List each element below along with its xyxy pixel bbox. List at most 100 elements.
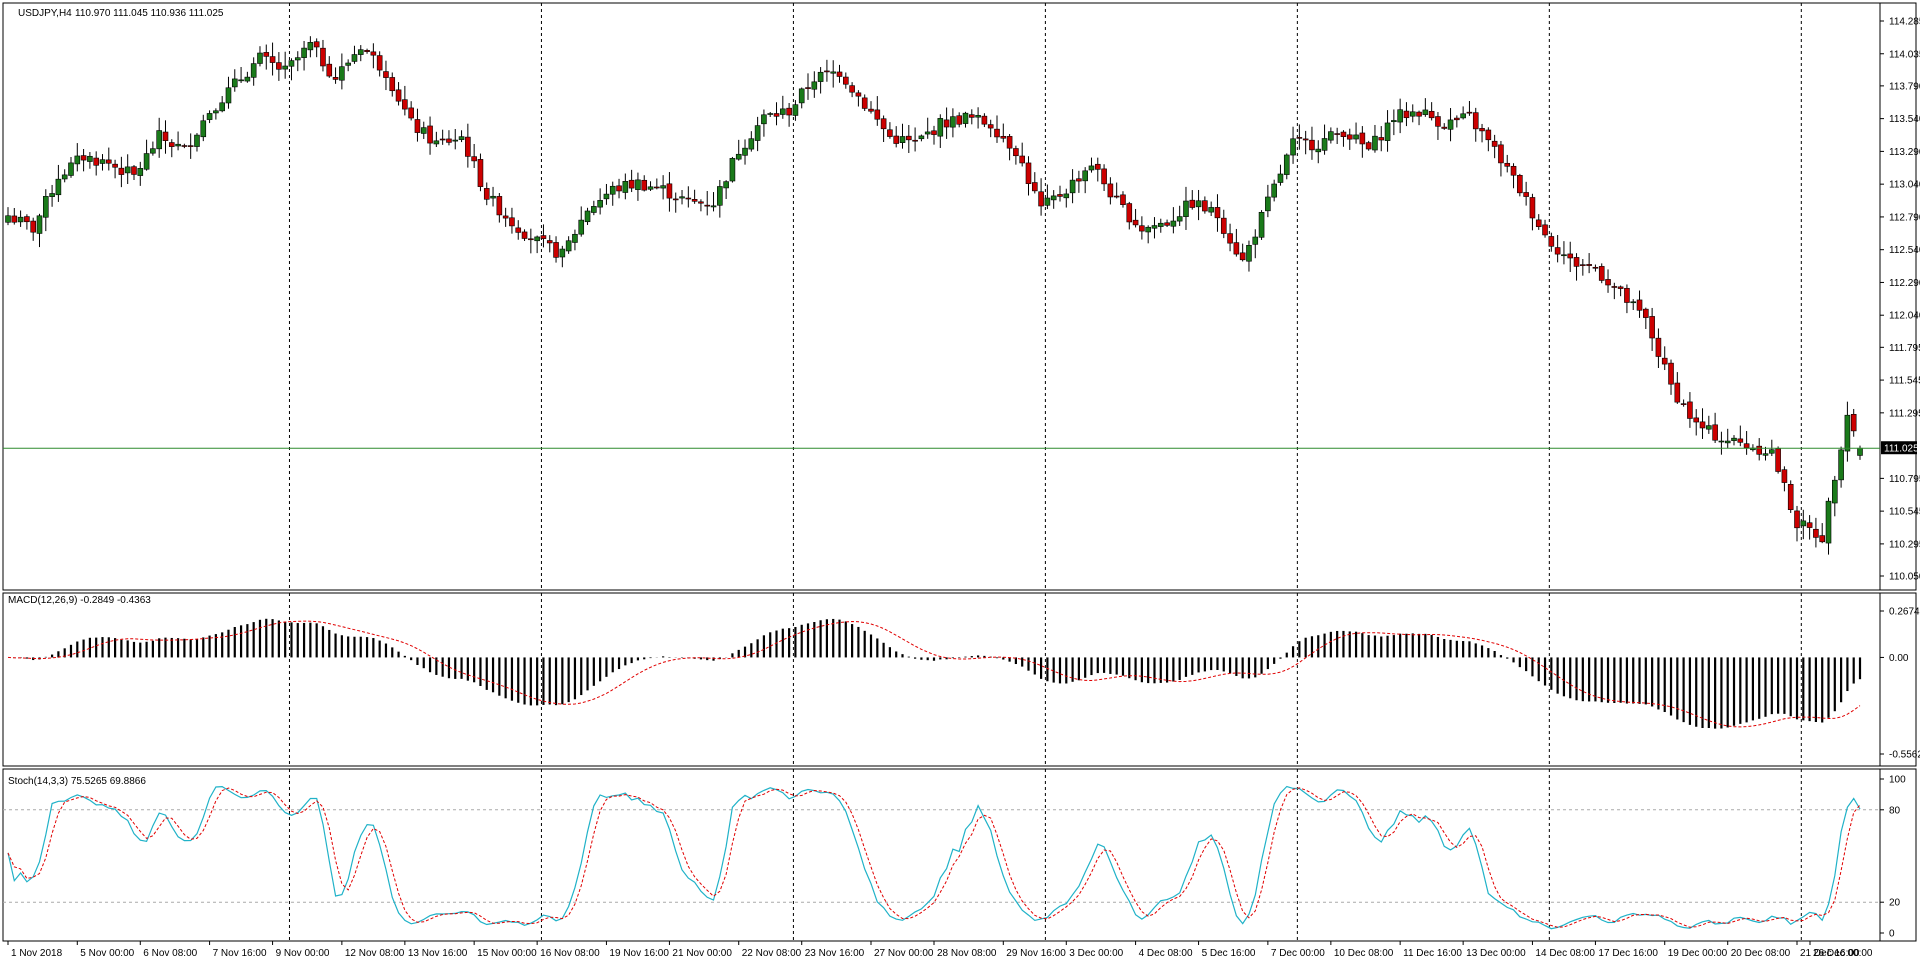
candle-body xyxy=(1277,173,1284,183)
candle-body xyxy=(1724,440,1731,444)
candle-body xyxy=(817,71,824,82)
candle-body xyxy=(1756,445,1763,455)
candle-body xyxy=(446,138,452,143)
stoch-signal-line xyxy=(7,787,1861,928)
candle-body xyxy=(250,63,257,78)
candle-body xyxy=(452,139,459,142)
candle-body xyxy=(924,131,931,135)
candle-body xyxy=(698,201,704,204)
candle-body xyxy=(282,65,288,70)
stoch-tick-label: 0 xyxy=(1889,929,1895,940)
candle-body xyxy=(1252,236,1259,245)
candle-body xyxy=(1397,109,1403,123)
candle-body xyxy=(628,179,635,189)
stoch-tick-label: 80 xyxy=(1889,805,1901,816)
candle-body xyxy=(962,112,969,124)
candle-body xyxy=(238,79,244,82)
time-tick-label: 5 Dec 16:00 xyxy=(1202,948,1256,959)
stoch-tick-label: 100 xyxy=(1889,775,1906,786)
candle-body xyxy=(1718,440,1725,443)
candle-body xyxy=(1617,286,1624,289)
candle-body xyxy=(433,140,440,145)
candle-body xyxy=(376,55,383,71)
candle-body xyxy=(1668,362,1674,385)
pane-border-1 xyxy=(2,2,1917,591)
candle-body xyxy=(1094,163,1101,170)
candle-body xyxy=(1517,175,1523,194)
candle-body xyxy=(1063,193,1070,199)
candle-body xyxy=(408,107,414,119)
candle-body xyxy=(1208,207,1214,213)
candle-body xyxy=(1378,137,1385,141)
candle-body xyxy=(1384,122,1391,141)
candle-body xyxy=(723,181,729,189)
candle-body xyxy=(87,155,93,162)
candle-body xyxy=(200,120,207,138)
candle-body xyxy=(187,145,194,147)
candle-body xyxy=(156,130,162,150)
candle-body xyxy=(1145,226,1151,233)
candle-body xyxy=(874,109,881,120)
candle-body xyxy=(861,97,868,109)
time-tick-label: 26 Dec 00:00 xyxy=(1813,948,1873,959)
price-tick-label: 113.790 xyxy=(1889,81,1920,92)
candle-body xyxy=(74,155,81,165)
candle-body xyxy=(307,42,314,51)
candle-body xyxy=(1107,183,1114,198)
candle-body xyxy=(395,89,402,102)
candle-body xyxy=(49,193,55,197)
candle-body xyxy=(288,60,295,67)
candle-body xyxy=(1454,117,1460,121)
candle-body xyxy=(792,104,799,116)
candle-body xyxy=(1580,264,1586,266)
candle-body xyxy=(1113,195,1120,198)
candle-body xyxy=(175,143,181,147)
pane-border-3 xyxy=(2,768,1917,942)
price-tick-label: 111.295 xyxy=(1889,408,1920,419)
candle-body xyxy=(313,41,320,48)
time-tick-label: 20 Dec 08:00 xyxy=(1731,948,1791,959)
candle-body xyxy=(836,71,843,77)
candle-body xyxy=(1044,197,1051,206)
candle-body xyxy=(1693,417,1700,423)
price-tick-label: 112.040 xyxy=(1889,311,1920,322)
candle-body xyxy=(899,136,906,143)
candle-body xyxy=(868,108,874,112)
time-tick-label: 3 Dec 00:00 xyxy=(1069,948,1123,959)
candle-body xyxy=(427,125,433,144)
candle-body xyxy=(1359,132,1366,145)
candle-body xyxy=(534,236,540,242)
stoch-main-line xyxy=(7,785,1861,930)
candle-body xyxy=(805,87,811,89)
candle-body xyxy=(912,139,918,142)
candle-body xyxy=(540,235,547,239)
candle-body xyxy=(11,215,18,223)
time-tick-label: 27 Nov 00:00 xyxy=(874,948,934,959)
pane-frames xyxy=(2,2,1917,942)
candle-body xyxy=(118,167,125,175)
candle-body xyxy=(1680,403,1687,405)
candle-body xyxy=(748,138,755,150)
candle-body xyxy=(918,135,925,140)
candle-body xyxy=(855,92,862,97)
candle-body xyxy=(1649,316,1655,339)
candle-body xyxy=(1283,154,1290,175)
candle-body xyxy=(1472,112,1479,130)
candle-body xyxy=(1769,449,1775,454)
candle-body xyxy=(206,113,213,120)
candle-body xyxy=(887,129,893,137)
candle-body xyxy=(1542,224,1548,236)
price-axis: 114.285 114.035 113.790 113.540 113.290 113.0… xyxy=(1880,17,1920,940)
candle-body xyxy=(1712,424,1718,441)
candle-body xyxy=(24,216,30,223)
candle-body xyxy=(654,186,660,189)
time-tick-label: 7 Nov 16:00 xyxy=(213,948,267,959)
candle-body xyxy=(987,124,994,129)
candle-body xyxy=(5,215,11,223)
time-tick-label: 1 Nov 2018 xyxy=(11,948,63,959)
candle-body xyxy=(1819,535,1826,543)
candle-body xyxy=(1164,222,1170,226)
candle-body xyxy=(1787,484,1794,510)
candle-body xyxy=(1447,119,1454,130)
